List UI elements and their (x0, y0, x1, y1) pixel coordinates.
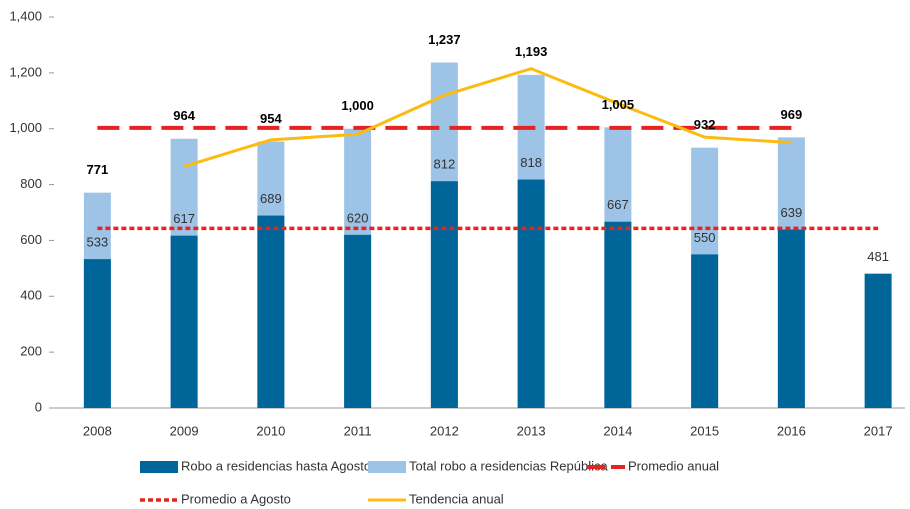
x-tick-label: 2015 (690, 423, 719, 438)
legend-label: Promedio a Agosto (181, 491, 291, 506)
y-tick-label: 200 (20, 344, 42, 359)
bar (604, 221, 632, 408)
x-tick-label: 2012 (430, 423, 459, 438)
data-label: 689 (260, 191, 282, 206)
legend-swatch (140, 461, 178, 473)
x-tick-label: 2014 (603, 423, 632, 438)
x-tick-label: 2008 (83, 423, 112, 438)
data-label: 533 (87, 235, 109, 250)
data-label: 620 (347, 210, 369, 225)
bar (170, 235, 198, 408)
x-tick-label: 2009 (170, 423, 199, 438)
data-label: 812 (434, 157, 456, 172)
bar (344, 234, 372, 408)
x-tick-label: 2017 (864, 423, 893, 438)
y-tick-label: 0 (35, 399, 42, 414)
bar (430, 181, 458, 408)
y-tick-label: 1,400 (9, 8, 42, 23)
line (183, 67, 792, 168)
y-tick-label: 1,000 (9, 120, 42, 135)
data-label: 818 (520, 155, 542, 170)
y-tick-label: 1,200 (9, 64, 42, 79)
legend-swatch (368, 461, 406, 473)
y-tick-label: 800 (20, 176, 42, 191)
x-tick-label: 2010 (256, 423, 285, 438)
bar (691, 254, 719, 408)
y-tick-label: 600 (20, 232, 42, 247)
data-label: 1,193 (515, 44, 548, 59)
data-label: 667 (607, 197, 629, 212)
data-label: 969 (781, 107, 803, 122)
data-label: 481 (867, 249, 889, 264)
bar (864, 273, 892, 408)
bar (517, 179, 545, 408)
x-tick-label: 2013 (517, 423, 546, 438)
data-label: 932 (694, 117, 716, 132)
data-label: 964 (173, 108, 195, 123)
y-tick-label: 400 (20, 288, 42, 303)
data-label: 1,237 (428, 32, 461, 47)
data-label: 617 (173, 211, 195, 226)
legend-label: Promedio anual (628, 458, 719, 473)
data-label: 639 (781, 205, 803, 220)
legend-label: Tendencia anual (409, 491, 504, 506)
data-label: 954 (260, 111, 282, 126)
data-label: 1,000 (341, 98, 374, 113)
x-tick-label: 2011 (344, 423, 372, 438)
legend-label: Total robo a residencias República (409, 458, 608, 473)
legend-label: Robo a residencias hasta Agosto (181, 458, 371, 473)
x-tick-label: 2016 (777, 423, 806, 438)
data-label: 550 (694, 230, 716, 245)
bar (83, 259, 111, 408)
data-label: 1,005 (602, 97, 635, 112)
bar (257, 215, 285, 408)
data-label: 771 (87, 162, 109, 177)
bar (777, 229, 805, 408)
